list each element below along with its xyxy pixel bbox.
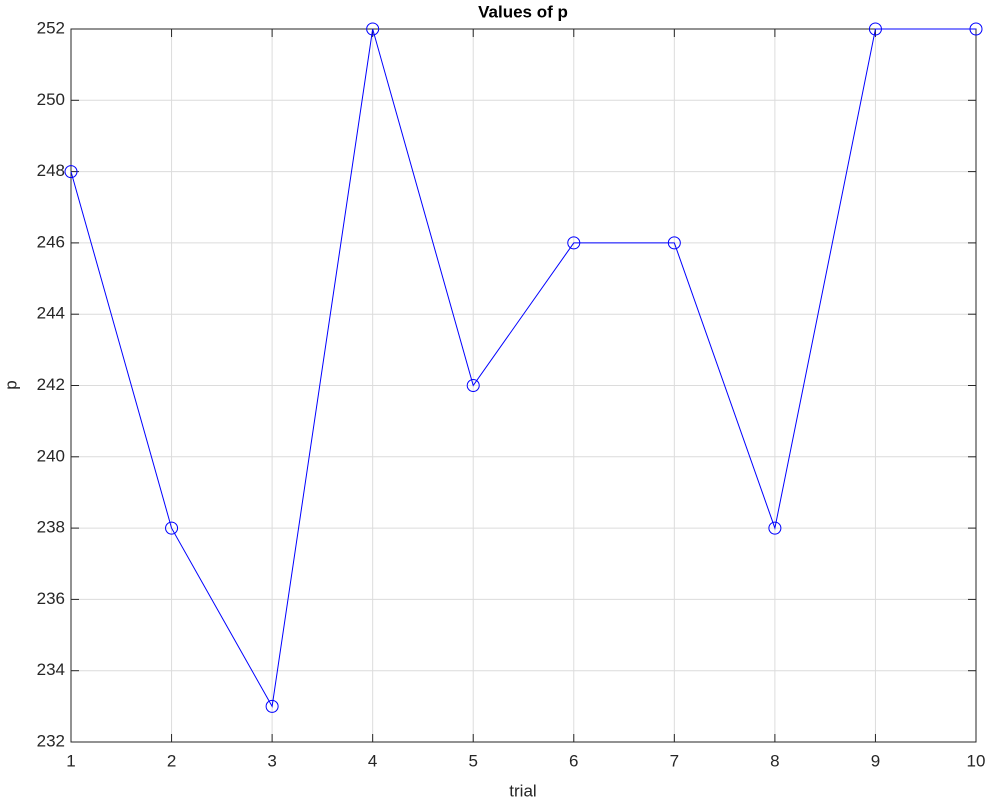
data-marker <box>165 521 179 535</box>
data-marker <box>265 699 279 713</box>
x-tick-label: 6 <box>569 751 578 770</box>
x-tick-label: 8 <box>770 751 779 770</box>
data-marker <box>466 379 480 392</box>
data-marker <box>969 22 983 36</box>
x-tick-label: 9 <box>871 751 880 770</box>
x-tick-label: 2 <box>167 751 176 770</box>
y-tick-label: 248 <box>37 161 65 180</box>
x-tick-label: 7 <box>670 751 679 770</box>
y-tick-label: 236 <box>37 589 65 608</box>
y-tick-label: 238 <box>37 518 65 537</box>
y-tick-label: 240 <box>37 446 65 465</box>
data-marker <box>667 236 681 250</box>
x-tick-label: 4 <box>368 751 377 770</box>
y-tick-label: 246 <box>37 232 65 251</box>
x-tick-label: 1 <box>66 751 75 770</box>
x-tick-label: 3 <box>267 751 276 770</box>
data-marker <box>768 521 782 535</box>
data-marker <box>366 22 380 36</box>
data-line <box>70 28 976 708</box>
plot-frame <box>70 28 977 743</box>
y-tick-label: 250 <box>37 90 65 109</box>
data-marker <box>567 236 581 250</box>
x-tick-label: 5 <box>468 751 477 770</box>
x-axis-label: trial <box>509 781 536 800</box>
y-tick-label: 234 <box>37 660 65 679</box>
y-tick-label: 242 <box>37 375 65 394</box>
y-tick-label: 244 <box>37 304 65 323</box>
y-tick-label: 252 <box>37 18 65 37</box>
data-marker <box>868 22 882 36</box>
x-tick-label: 10 <box>967 751 986 770</box>
data-marker <box>64 165 78 179</box>
chart-title: Values of p <box>478 2 568 21</box>
y-axis-label: p <box>1 380 20 389</box>
y-tick-label: 232 <box>37 731 65 750</box>
